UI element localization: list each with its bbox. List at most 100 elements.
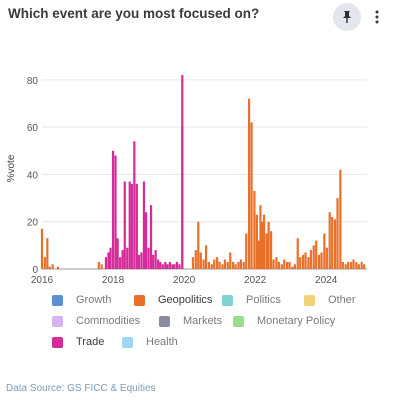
bar-trade	[175, 261, 179, 269]
bar-trade	[171, 264, 174, 269]
bar-geopolitics	[197, 221, 200, 269]
legend-item-growth[interactable]: Growth	[52, 294, 111, 306]
bar-geopolitics	[312, 245, 315, 269]
legend-item-commodities[interactable]: Commodities	[52, 315, 140, 327]
more-vertical-icon	[375, 10, 379, 24]
y-axis-label: %vote	[6, 154, 17, 182]
bar-trade	[116, 238, 119, 269]
bar-chart: 0 20 40 60 80 2016 2018 2020 2022 2024 %vote	[6, 75, 367, 286]
bar-geopolitics	[229, 252, 232, 269]
bar-geopolitics	[250, 122, 253, 269]
legend-label: Politics	[246, 294, 281, 306]
bar-geopolitics	[218, 261, 221, 269]
more-options-button[interactable]	[370, 5, 384, 29]
bar-trade	[164, 261, 167, 269]
bar-trade	[159, 261, 162, 269]
bar-trade	[107, 252, 110, 269]
x-tick-label: 2016	[31, 275, 54, 286]
bar-geopolitics	[309, 250, 312, 269]
data-source: Data Source: GS FICC & Equities	[6, 383, 156, 394]
legend-swatch	[122, 336, 133, 348]
bar-trade	[168, 261, 171, 269]
bar-geopolitics	[352, 259, 355, 269]
bar-geopolitics	[296, 238, 299, 269]
bar-trade	[114, 155, 117, 269]
bar-geopolitics	[223, 259, 227, 269]
bar-geopolitics	[210, 264, 213, 269]
bar-trade	[142, 181, 146, 269]
pin-button[interactable]	[333, 3, 361, 31]
bar-trade	[161, 264, 164, 269]
bar-trade	[133, 141, 136, 269]
bar-geopolitics	[347, 261, 350, 269]
bar-trade	[149, 205, 153, 269]
bar-geopolitics	[272, 259, 275, 269]
x-tick-label: 2018	[102, 275, 125, 286]
bar-geopolitics	[199, 252, 202, 269]
bar-geopolitics	[288, 261, 291, 269]
legend-item-other[interactable]: Other	[304, 294, 356, 306]
legend-item-health[interactable]: Health	[122, 336, 178, 348]
x-tick-label: 2020	[173, 275, 196, 286]
legend-item-markets[interactable]: Markets	[159, 315, 222, 327]
legend-label: Trade	[76, 336, 105, 348]
legend-label: Geopolitics	[158, 294, 213, 306]
legend-swatch	[159, 315, 170, 327]
legend-swatch	[233, 315, 244, 327]
bar-trade	[119, 257, 122, 269]
bar-geopolitics	[328, 212, 331, 269]
bar-trade	[123, 181, 126, 269]
bar-geopolitics	[202, 259, 205, 269]
bar-geopolitics	[304, 252, 307, 269]
bar-trade	[181, 75, 184, 269]
legend-label: Other	[328, 294, 356, 306]
bar-geopolitics	[207, 261, 211, 269]
bar-geopolitics	[341, 261, 344, 269]
bar-trade	[144, 212, 148, 269]
bar-trade	[137, 254, 141, 269]
legend-label: Growth	[76, 294, 112, 306]
bar-geopolitics	[40, 228, 44, 269]
bar-geopolitics	[56, 266, 60, 269]
legend-item-politics[interactable]: Politics	[222, 294, 281, 306]
bar-trade	[140, 252, 143, 269]
y-tick-label: 40	[27, 170, 39, 181]
bar-geopolitics	[275, 257, 278, 269]
bar-trade	[178, 264, 181, 269]
bar-geopolitics	[355, 261, 358, 269]
bar-geopolitics	[336, 198, 339, 269]
legend-item-monetary-policy[interactable]: Monetary Policy	[233, 315, 335, 327]
bar-geopolitics	[234, 264, 237, 269]
bar-geopolitics	[257, 240, 260, 269]
bar-geopolitics	[97, 261, 100, 269]
bar-geopolitics	[255, 214, 258, 269]
legend-label: Commodities	[76, 315, 141, 327]
bar-geopolitics	[48, 266, 51, 269]
bar-geopolitics	[237, 261, 240, 269]
bar-geopolitics	[349, 261, 353, 269]
legend-swatch	[222, 294, 233, 306]
bar-geopolitics	[285, 261, 289, 269]
bar-geopolitics	[360, 261, 363, 269]
bar-geopolitics	[43, 257, 46, 269]
bar-trade	[147, 247, 150, 269]
bar-trade	[157, 259, 160, 269]
bar-geopolitics	[325, 247, 328, 269]
bar-trade	[109, 247, 112, 269]
bar-geopolitics	[51, 264, 54, 269]
bar-geopolitics	[261, 221, 264, 269]
bar-trade	[152, 254, 155, 269]
bar-geopolitics	[363, 264, 366, 269]
bar-geopolitics	[344, 264, 347, 269]
bar-geopolitics	[204, 245, 208, 269]
bar-geopolitics	[265, 233, 268, 269]
bar-trade	[121, 250, 124, 269]
legend-item-trade[interactable]: Trade	[52, 336, 104, 348]
legend-swatch	[134, 294, 145, 306]
legend-item-geopolitics[interactable]: Geopolitics	[134, 294, 212, 306]
bar-geopolitics	[191, 257, 195, 269]
bar-geopolitics	[100, 264, 103, 269]
bar-geopolitics	[216, 257, 219, 269]
bar-geopolitics	[194, 250, 197, 269]
bar-geopolitics	[242, 261, 245, 269]
